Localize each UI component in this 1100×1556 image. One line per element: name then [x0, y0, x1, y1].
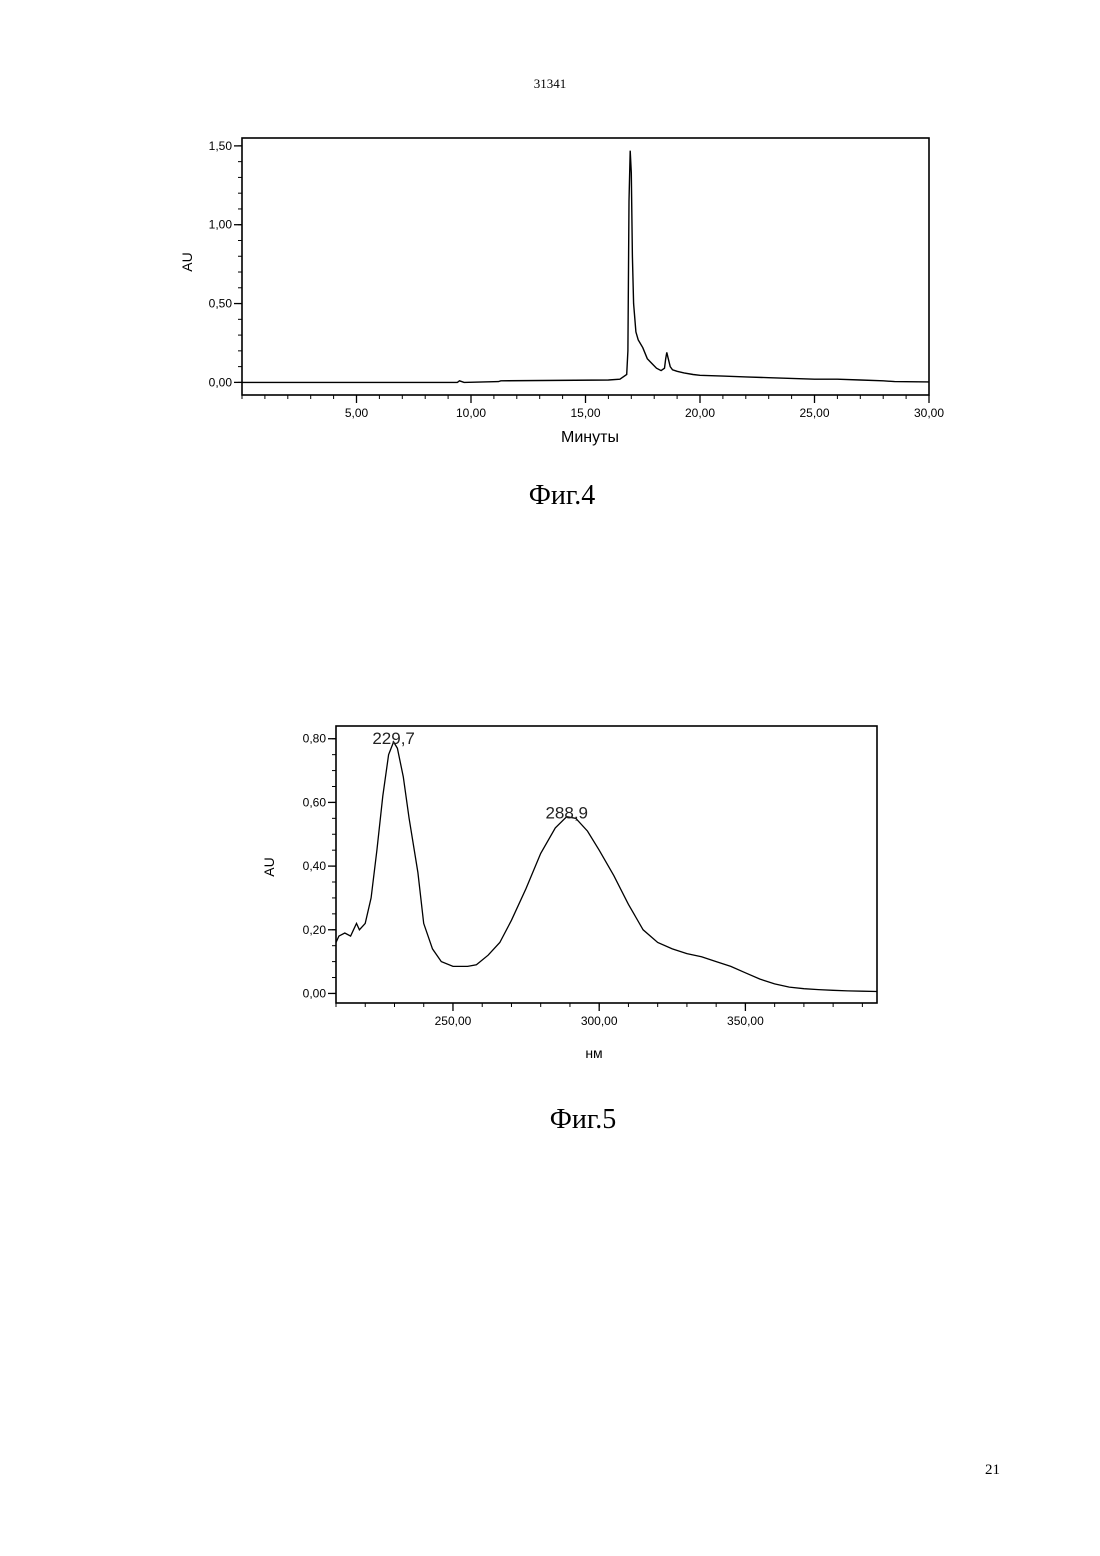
plot-frame: [242, 138, 929, 395]
x-tick-label: 5,00: [345, 406, 369, 420]
figure-5-caption: Фиг.5: [33, 1104, 1100, 1136]
y-tick-label: 0,80: [303, 732, 327, 746]
x-tick-label: 15,00: [570, 406, 600, 420]
x-axis-label: нм: [585, 1045, 602, 1061]
y-tick-label: 1,50: [209, 139, 233, 153]
x-tick-label: 300,00: [581, 1014, 618, 1028]
y-tick-label: 1,00: [209, 218, 233, 232]
x-axis-label: Минуты: [561, 429, 619, 446]
peak-label-1: 229,7: [372, 729, 415, 748]
y-tick-label: 0,20: [303, 923, 327, 937]
y-axis-label: AU: [261, 857, 277, 876]
x-tick-label: 25,00: [799, 406, 829, 420]
uv-spectrum-chart: 250,00 300,00 350,00 0,00 0,20 0,40 0,60 0,80 2…: [0, 710, 1100, 1070]
uv-spectrum-series-line: [336, 742, 877, 992]
figure-4-caption: Фиг.4: [12, 480, 1100, 512]
x-tick-label: 20,00: [685, 406, 715, 420]
page-number: 21: [970, 1462, 1000, 1479]
y-tick-label: 0,00: [209, 375, 233, 389]
x-tick-label: 350,00: [727, 1014, 764, 1028]
x-tick-label: 250,00: [435, 1014, 472, 1028]
x-tick-label: 10,00: [456, 406, 486, 420]
x-tick-label: 30,00: [914, 406, 944, 420]
chromatogram-chart: 5,00 10,00 15,00 20,00 25,00 30,00 0,00 0,50 1,0…: [0, 120, 1100, 460]
document-number: 31341: [0, 76, 1100, 92]
peak-label-2: 288,9: [545, 804, 588, 823]
y-axis-label: AU: [179, 252, 195, 271]
y-tick-label: 0,60: [303, 795, 327, 809]
y-tick-label: 0,00: [303, 986, 327, 1000]
y-tick-label: 0,40: [303, 859, 327, 873]
chromatogram-series-line: [242, 151, 929, 383]
y-tick-label: 0,50: [209, 297, 233, 311]
